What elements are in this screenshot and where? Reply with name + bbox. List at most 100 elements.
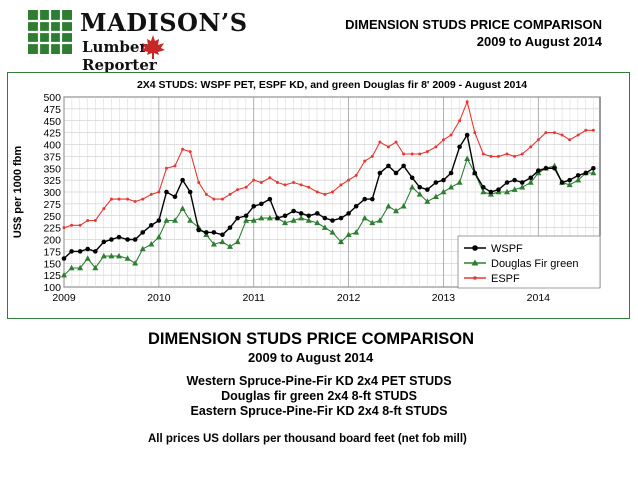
data-point-wspf <box>77 249 83 254</box>
legend-marker <box>473 276 477 280</box>
data-point-espf <box>299 183 303 187</box>
data-point-wspf <box>243 213 249 219</box>
data-point-douglas-fir <box>155 233 162 240</box>
data-point-espf <box>236 188 240 192</box>
data-point-espf <box>347 178 351 182</box>
data-point-espf <box>315 190 319 194</box>
data-point-douglas-fir <box>282 219 289 226</box>
data-point-espf <box>133 200 137 203</box>
data-point-wspf <box>441 177 446 183</box>
data-point-espf <box>354 173 358 177</box>
data-point-douglas-fir <box>61 271 67 278</box>
data-point-douglas-fir <box>266 214 273 221</box>
data-point-espf <box>473 131 477 135</box>
data-point-wspf <box>472 170 478 176</box>
data-point-wspf <box>235 215 240 221</box>
data-point-espf <box>117 197 121 201</box>
data-point-espf <box>584 128 588 132</box>
data-point-wspf <box>370 196 375 202</box>
data-point-douglas-fir <box>353 229 360 235</box>
y-tick-label: 175 <box>43 246 61 258</box>
brand-name: MADISON’S <box>80 8 248 37</box>
data-point-wspf <box>488 189 494 195</box>
brand-subtitle: Lumber Reporter <box>82 38 228 74</box>
data-point-douglas-fir <box>250 217 257 223</box>
data-point-wspf <box>109 237 114 242</box>
data-point-douglas-fir <box>321 224 328 230</box>
data-point-wspf <box>291 208 296 214</box>
data-point-wspf <box>519 180 525 185</box>
data-point-espf <box>244 185 248 189</box>
data-point-wspf <box>338 215 344 221</box>
data-point-wspf <box>227 225 233 230</box>
data-point-douglas-fir <box>68 264 75 271</box>
data-point-wspf <box>93 249 98 254</box>
data-point-espf <box>330 190 334 194</box>
data-point-espf <box>458 119 462 123</box>
legend-label: Douglas Fir green <box>491 258 578 270</box>
data-point-douglas-fir <box>84 255 91 261</box>
data-point-wspf <box>322 215 328 221</box>
data-point-espf <box>78 223 82 227</box>
data-point-wspf <box>362 196 368 202</box>
y-tick-label: 350 <box>43 163 61 175</box>
data-point-espf <box>93 219 97 222</box>
data-point-espf <box>86 219 90 222</box>
legend-marker <box>471 259 479 266</box>
data-point-douglas-fir <box>409 184 416 190</box>
data-point-espf <box>204 192 208 196</box>
data-point-wspf <box>481 184 486 190</box>
data-point-wspf <box>85 246 91 252</box>
data-point-espf <box>402 152 406 156</box>
data-point-espf <box>576 133 580 137</box>
data-point-espf <box>394 140 398 144</box>
data-point-espf <box>62 226 66 230</box>
data-point-wspf <box>536 168 541 173</box>
data-point-espf <box>164 166 168 170</box>
data-point-douglas-fir <box>243 217 250 223</box>
data-point-douglas-fir <box>100 252 107 259</box>
data-point-espf <box>339 183 343 187</box>
data-point-espf <box>465 100 469 104</box>
data-point-douglas-fir <box>345 231 352 237</box>
data-point-wspf <box>282 213 288 219</box>
data-point-espf <box>70 223 74 227</box>
data-point-wspf <box>116 234 122 240</box>
data-point-douglas-fir <box>440 188 447 195</box>
brand-word-reporter: Reporter <box>82 56 157 74</box>
data-point-espf <box>149 192 153 196</box>
data-point-douglas-fir <box>298 214 305 221</box>
data-point-douglas-fir <box>480 188 487 195</box>
y-tick-label: 450 <box>43 116 61 128</box>
data-point-wspf <box>196 227 202 233</box>
data-point-wspf <box>464 132 470 138</box>
data-point-wspf <box>409 175 415 181</box>
header-title-line2: 2009 to August 2014 <box>476 34 602 49</box>
data-point-wspf <box>425 187 430 192</box>
data-point-espf <box>323 192 327 196</box>
maple-leaf-icon <box>141 35 165 59</box>
info-line-douglas-fir: Douglas fir green 2x4 8-ft STUDS <box>221 389 417 403</box>
y-tick-label: 100 <box>43 282 61 294</box>
data-point-espf <box>425 150 429 154</box>
data-point-wspf <box>314 211 320 216</box>
data-point-wspf <box>591 165 596 171</box>
data-point-wspf <box>353 203 359 209</box>
data-point-wspf <box>306 213 312 219</box>
data-point-douglas-fir <box>139 245 146 252</box>
data-point-wspf <box>512 177 517 183</box>
data-point-douglas-fir <box>314 219 321 226</box>
x-tick-label: 2009 <box>52 292 76 304</box>
brand-word-lumber: Lumber <box>82 38 148 56</box>
data-point-espf <box>529 145 533 149</box>
data-point-wspf <box>559 180 565 185</box>
data-point-espf <box>496 154 500 158</box>
data-point-douglas-fir <box>219 238 226 245</box>
info-subtitle: 2009 to August 2014 <box>248 350 374 365</box>
data-point-wspf <box>386 163 391 169</box>
data-point-douglas-fir <box>504 188 511 195</box>
data-point-espf <box>552 131 556 135</box>
data-point-wspf <box>140 230 146 235</box>
data-point-douglas-fir <box>179 205 186 211</box>
y-tick-label: 500 <box>43 92 61 104</box>
